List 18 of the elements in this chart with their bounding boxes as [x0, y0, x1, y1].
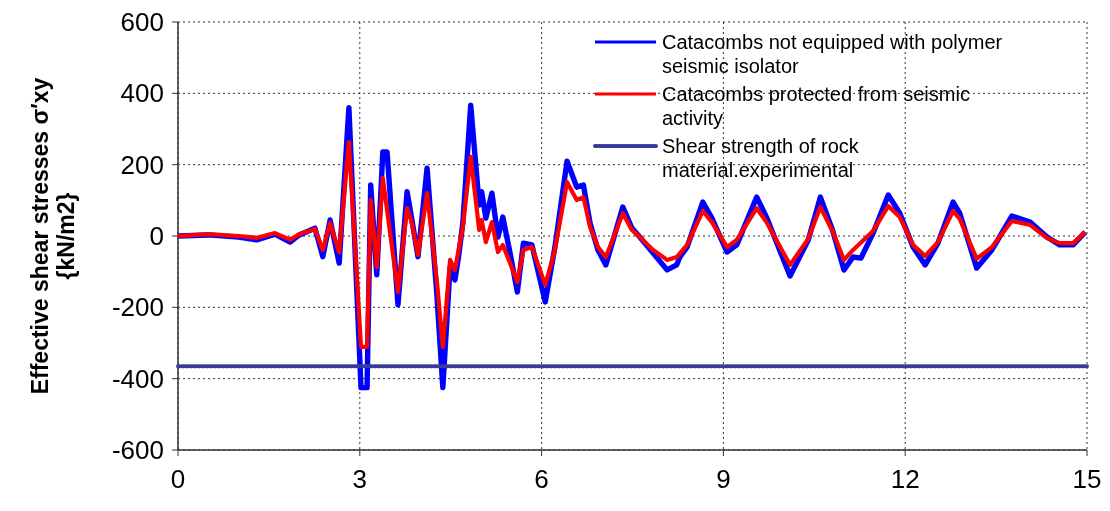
y-tick-label: -400 [111, 363, 164, 394]
x-tick-label: 3 [352, 464, 368, 494]
legend-label: Catacombs protected from seismic activity [662, 83, 970, 129]
x-tick-label: 0 [170, 464, 186, 494]
legend-label: Catacombs not equipped with polymer seismic isolator [662, 31, 1003, 77]
y-tick-label: -600 [111, 435, 164, 466]
y-tick-label: 200 [120, 149, 164, 180]
y-tick-label: -200 [111, 292, 164, 323]
x-tick-label: 12 [890, 464, 920, 494]
y-axis-title: Effective shear stresses σ′xy {kN/m2} [27, 77, 79, 395]
legend-label: Shear strength of rock material.experimental [662, 135, 860, 181]
y-tick-label: 400 [120, 78, 164, 109]
line-series [175, 139, 1088, 350]
y-tick-label: 600 [120, 7, 164, 38]
x-tick-label: 9 [716, 464, 731, 494]
y-tick-label: 0 [149, 221, 164, 252]
x-tick-label: 15 [1072, 464, 1102, 494]
x-tick-label: 6 [534, 464, 549, 494]
